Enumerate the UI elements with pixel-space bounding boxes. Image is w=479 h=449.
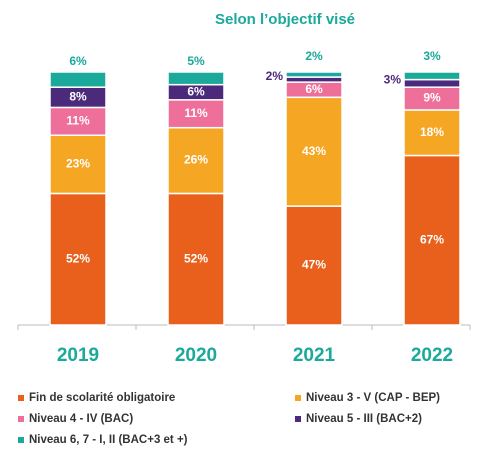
x-tick-label: 2019 (57, 345, 99, 366)
data-label: 52% (184, 251, 208, 265)
bar-segment (167, 192, 225, 326)
data-label: 8% (69, 89, 87, 103)
bar-segment (49, 134, 107, 195)
x-tick-label: 2022 (411, 345, 453, 366)
bar-segment (167, 71, 225, 86)
x-tick-label: 2020 (175, 345, 217, 366)
legend-label: Niveau 4 - IV (BAC) (29, 413, 133, 425)
bar-segment (403, 78, 461, 88)
data-label: 43% (302, 144, 326, 158)
bar-segment (403, 154, 461, 326)
bar-segment (403, 71, 461, 81)
data-label: 6% (305, 82, 323, 96)
bar-segment (49, 106, 107, 136)
legend-label: Niveau 3 - V (CAP - BEP) (306, 392, 440, 404)
data-label: 2% (305, 49, 323, 63)
x-tick-label: 2021 (293, 345, 336, 366)
bar-segment (167, 99, 225, 129)
data-label: 52% (66, 251, 90, 265)
data-label: 6% (187, 84, 205, 98)
data-label: 47% (302, 258, 326, 272)
bar-segment (403, 109, 461, 157)
data-label: 9% (423, 91, 441, 105)
data-label: 11% (66, 114, 90, 128)
legend-swatch (295, 416, 301, 422)
data-label: 3% (423, 49, 441, 63)
bar-segment (49, 71, 107, 88)
bar-segment (285, 96, 343, 207)
legend-label: Niveau 6, 7 - I, II (BAC+3 et +) (29, 434, 188, 446)
legend-label: Niveau 5 - III (BAC+2) (306, 413, 422, 425)
legend-swatch (18, 416, 24, 422)
legend-swatch (18, 437, 24, 443)
data-label: 3% (384, 73, 402, 87)
bar-segment (285, 76, 343, 83)
legend-swatch (295, 395, 301, 401)
data-label: 18% (420, 125, 444, 139)
data-label: 67% (420, 232, 444, 246)
data-label: 23% (66, 157, 90, 171)
data-label: 6% (69, 54, 87, 68)
bar-segment (49, 192, 107, 326)
legend-label: Fin de scolarité obligatoire (29, 392, 175, 404)
bar-segment (285, 71, 343, 78)
chart-title: Selon l’objectif visé (215, 11, 355, 28)
data-label: 26% (184, 153, 208, 167)
data-label: 5% (187, 54, 205, 68)
data-label: 2% (266, 69, 284, 83)
data-label: 11% (184, 106, 208, 120)
bar-segment (285, 205, 343, 326)
legend-swatch (18, 395, 24, 401)
